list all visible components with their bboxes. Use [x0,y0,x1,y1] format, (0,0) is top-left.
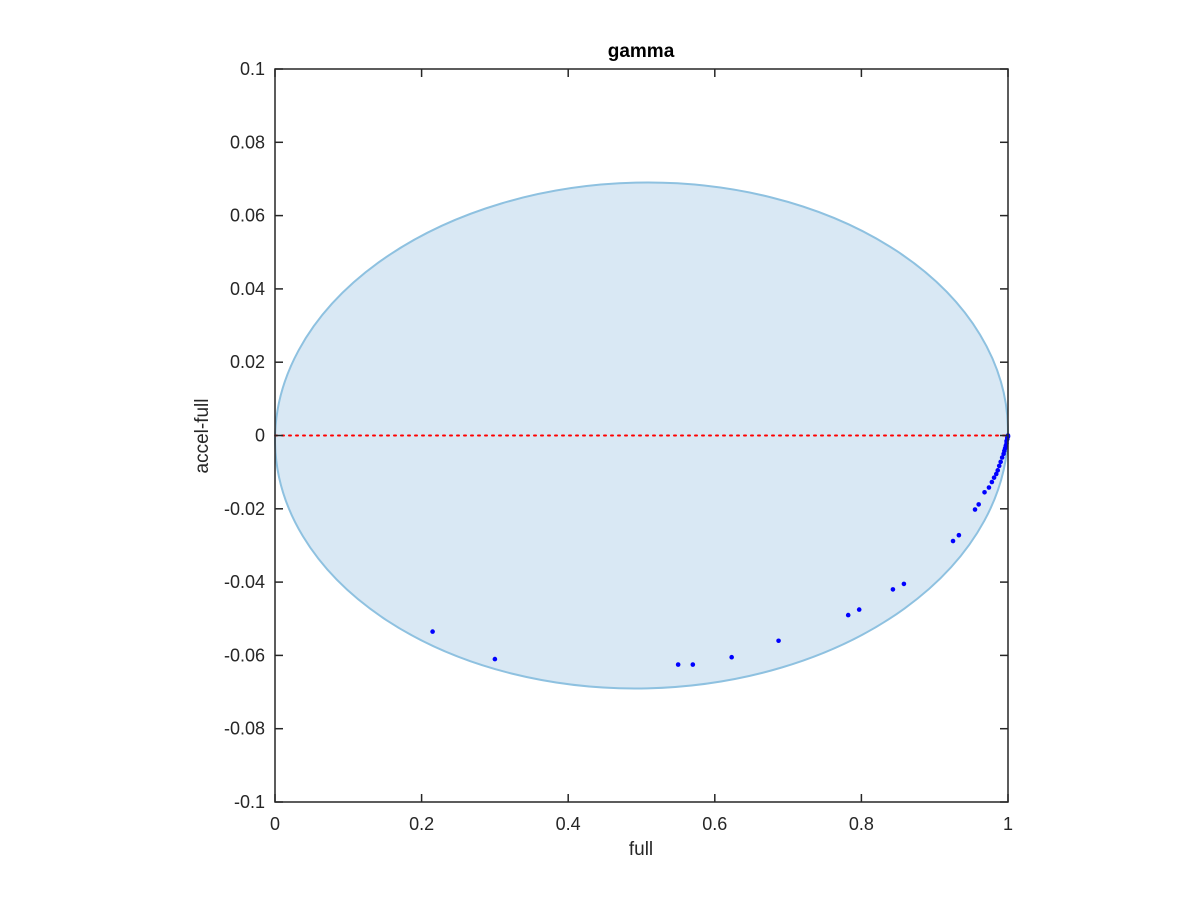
data-point [956,532,962,538]
x-tick-label: 0.2 [409,814,434,834]
y-tick-label: 0.06 [230,206,265,226]
data-point [492,656,498,662]
data-point [856,607,862,612]
x-tick-label: 0.8 [849,814,874,834]
y-tick-label: -0.1 [234,792,265,812]
data-point [989,479,995,485]
data-point [690,662,696,667]
data-point [430,629,435,634]
labels-layer: gamma full accel-full [192,41,675,860]
axes-layer: 0 0.2 0.4 0.6 0.8 1 0.1 0.08 0.06 0.04 0.02 0 -0.02 -… [224,59,1013,834]
data-point [950,538,956,544]
data-point [998,459,1003,465]
y-tick-label: -0.02 [224,499,265,519]
y-tick-label: -0.06 [224,645,265,665]
y-tick-label: 0.04 [230,279,265,299]
data-point [982,490,987,495]
x-tick-label: 1 [1003,814,1013,834]
data-point [976,502,981,507]
data-point [729,654,734,660]
y-tick-label: 0 [255,426,265,446]
x-tick-label: 0 [270,814,280,834]
data-point [845,612,851,618]
y-tick-label: -0.04 [224,572,265,592]
data-point [901,581,907,587]
data-point [776,638,781,644]
data-point [999,455,1005,460]
data-point [986,485,992,490]
x-tick-label: 0.6 [702,814,727,834]
y-tick-label: -0.08 [224,719,265,739]
y-tick-label: 0.08 [230,132,265,152]
y-tick-label: 0.1 [240,59,265,79]
data-point [991,475,997,480]
data-point [675,662,681,667]
chart-title: gamma [608,41,675,62]
data-point [890,587,896,592]
data-point [993,471,999,477]
y-tick-label: 0.02 [230,352,265,372]
data-point [996,463,1002,469]
x-tick-label: 0.4 [556,814,581,834]
y-axis-label: accel-full [192,399,213,474]
data-point [995,468,1001,473]
data-points-layer [430,433,1011,667]
x-axis-label: full [629,839,653,860]
data-point [972,507,978,512]
